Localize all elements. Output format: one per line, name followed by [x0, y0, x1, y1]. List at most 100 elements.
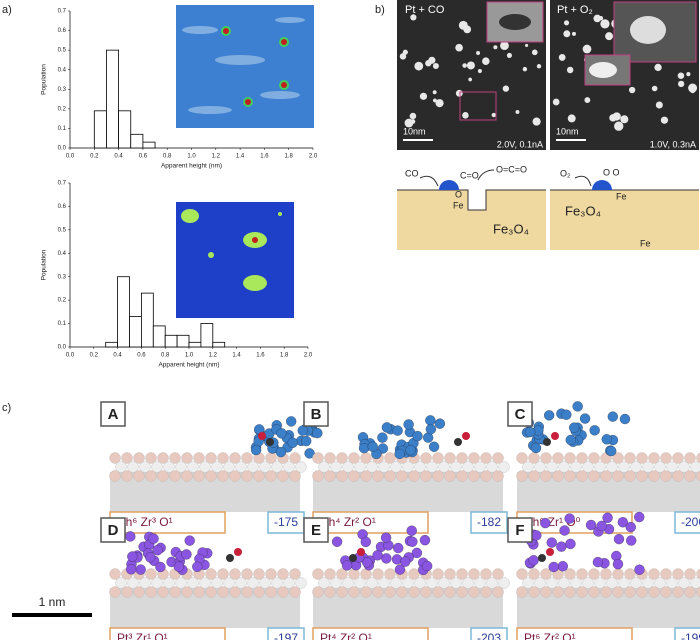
- scale-label: 1 nm: [39, 595, 66, 609]
- substrate-atom: [648, 586, 660, 598]
- substrate-atom: [684, 586, 696, 598]
- y-tick-label: 0.5: [58, 227, 67, 233]
- cluster-atom: [155, 561, 166, 573]
- substrate-atom: [546, 461, 558, 473]
- substrate-atom: [151, 461, 163, 473]
- substrate-atom: [336, 568, 348, 580]
- substrate-atom: [678, 461, 690, 473]
- cluster-atom: [531, 530, 542, 541]
- inset-feature: [630, 16, 666, 44]
- substrate-atom: [378, 577, 390, 589]
- stm-dot: [428, 56, 436, 64]
- substrate-atom: [624, 568, 636, 580]
- cluster-atom: [579, 413, 591, 424]
- y-tick-label: 0.6: [58, 28, 67, 34]
- cluster-atom: [564, 513, 575, 524]
- substrate-atom: [666, 461, 678, 473]
- substrate-atom: [642, 577, 654, 589]
- substrate-atom: [516, 470, 528, 482]
- substrate-atom: [486, 577, 498, 589]
- formula: Rh⁴ Zr² O¹: [320, 515, 376, 529]
- substrate-atom: [480, 586, 492, 598]
- schematic-label: CO: [405, 168, 419, 178]
- substrate-atom: [193, 470, 205, 482]
- x-axis-label: Apparent height (nm): [158, 362, 219, 369]
- cluster-atom: [569, 422, 580, 433]
- stm-dot: [686, 72, 691, 77]
- substrate-atom: [145, 470, 157, 482]
- substrate-atom: [540, 586, 552, 598]
- stm-dot: [455, 43, 463, 52]
- substrate-atom: [265, 470, 277, 482]
- cluster-atom: [377, 432, 388, 443]
- substrate-atom: [558, 461, 570, 473]
- schematic-label: Fe: [616, 191, 627, 201]
- substrate-atom: [211, 461, 223, 473]
- substrate-atom: [564, 452, 576, 464]
- substrate-atom: [348, 452, 360, 464]
- schematic-label: Fe₃O₄: [565, 203, 601, 218]
- substrate-atom: [312, 470, 324, 482]
- bar: [176, 334, 190, 348]
- substrate-atom: [235, 461, 247, 473]
- substrate-atom: [354, 577, 366, 589]
- cluster-atom: [601, 434, 612, 445]
- energy: -203: [477, 631, 501, 640]
- substrate-atom: [456, 470, 468, 482]
- inset-feature: [589, 62, 617, 78]
- stm-title: Pt + CO: [405, 4, 445, 16]
- c-atom: [454, 438, 462, 446]
- substrate-atom: [336, 586, 348, 598]
- substrate-atom: [175, 577, 187, 589]
- y-tick-label: 0.4: [58, 251, 67, 257]
- stm-dot: [506, 52, 512, 58]
- substrate-atom: [516, 586, 528, 598]
- x-tick-label: 1.8: [280, 353, 289, 359]
- substrate-atom: [324, 452, 336, 464]
- stm-dot: [563, 30, 571, 38]
- substrate-atom: [259, 461, 271, 473]
- stm-dot: [410, 119, 416, 124]
- substrate-atom: [480, 452, 492, 464]
- stm-dot: [536, 64, 542, 69]
- substrate-atom: [157, 586, 169, 598]
- substrate-atom: [546, 577, 558, 589]
- cluster-atom: [372, 550, 383, 561]
- cluster-atom: [127, 551, 138, 562]
- stm-dot: [476, 51, 481, 55]
- x-tick-label: 1.6: [260, 154, 269, 160]
- substrate-atom: [199, 461, 211, 473]
- energy: -199: [681, 631, 700, 640]
- substrate-atom: [636, 452, 648, 464]
- substrate-atom: [648, 568, 660, 580]
- substrate-atom: [492, 470, 504, 482]
- substrate-atom: [145, 586, 157, 598]
- substrate-atom: [468, 586, 480, 598]
- substrate-atom: [187, 461, 199, 473]
- substrate-atom: [696, 470, 700, 482]
- stm-dot: [552, 98, 560, 106]
- substrate-atom: [342, 461, 354, 473]
- stm-dot: [563, 20, 570, 26]
- substrate-atom: [540, 568, 552, 580]
- substrate-atom: [456, 586, 468, 598]
- substrate-atom: [241, 470, 253, 482]
- panel-label: a): [2, 4, 12, 16]
- arrow: [419, 175, 439, 187]
- substrate-atom: [115, 577, 127, 589]
- cluster-atom: [394, 564, 406, 575]
- substrate-atom: [139, 461, 151, 473]
- substrate-atom: [402, 461, 414, 473]
- letter-box: [303, 401, 329, 427]
- substrate-atom: [283, 461, 295, 473]
- cluster-atom: [556, 541, 567, 552]
- substrate-atom: [678, 577, 690, 589]
- cluster-atom: [428, 441, 440, 452]
- stm-dot: [455, 89, 463, 97]
- substrate-atom: [247, 577, 259, 589]
- substrate-atom: [378, 461, 390, 473]
- cluster-atom: [412, 430, 423, 442]
- substrate-atom: [193, 586, 205, 598]
- bar: [140, 292, 154, 348]
- schematic-label: Fe: [640, 238, 651, 248]
